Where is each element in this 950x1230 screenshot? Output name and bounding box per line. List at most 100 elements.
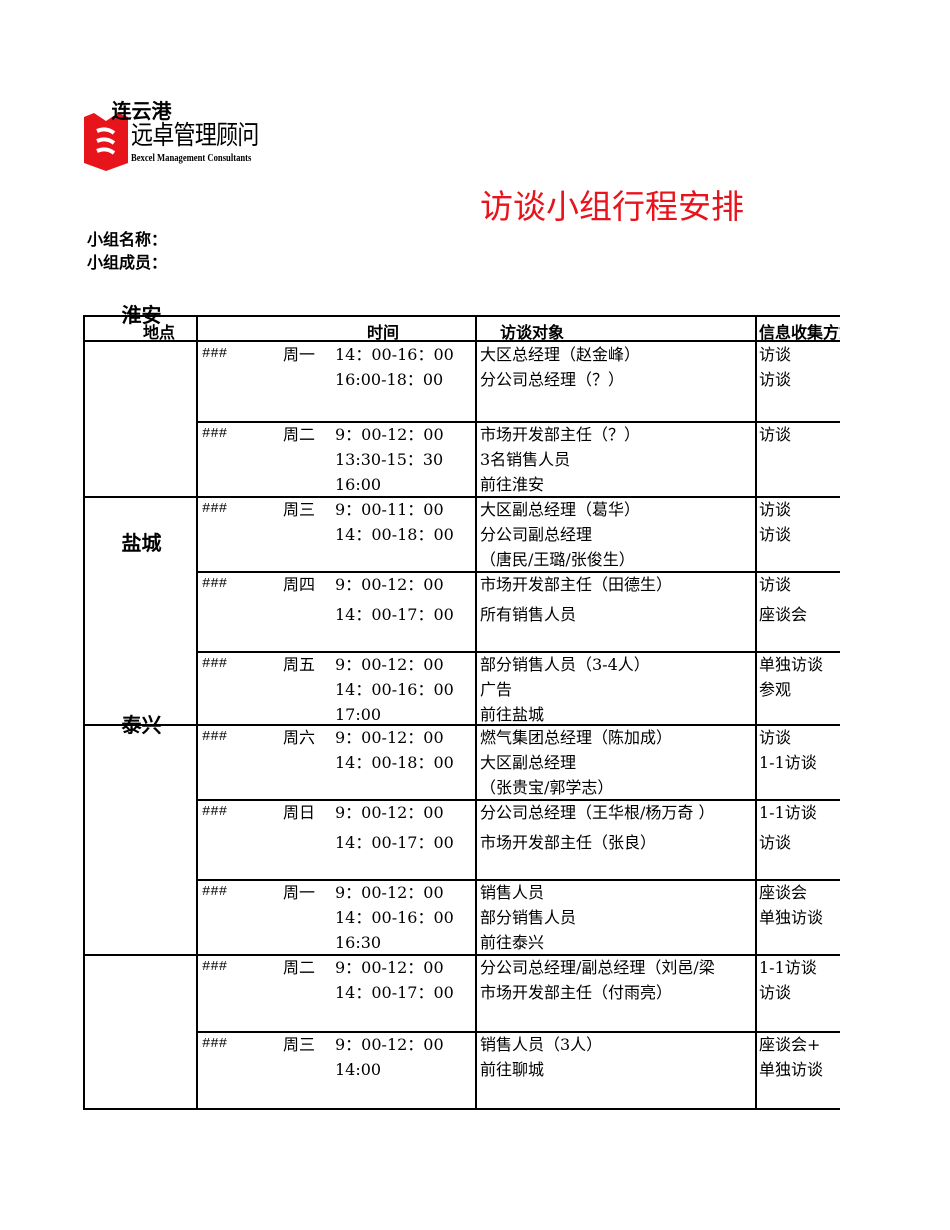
subject-line: 所有销售人员 xyxy=(480,605,577,624)
subject-line: 前往泰兴 xyxy=(480,933,545,952)
time-line: 14：00-16：00 xyxy=(335,908,454,927)
weekday-cell: 周三 xyxy=(283,500,316,519)
row-divider xyxy=(85,954,840,956)
subject-line: 前往盐城 xyxy=(480,705,545,724)
time-line: 9：00-12：00 xyxy=(335,803,444,822)
location-cell: 盐城 xyxy=(121,531,162,555)
location-cell: 淮安 xyxy=(121,303,162,327)
subject-line: 大区总经理（赵金峰） xyxy=(480,345,641,364)
logo-name-cn: 远卓管理顾问 xyxy=(131,121,259,151)
subject-line: 市场开发部主任（付雨亮） xyxy=(480,983,673,1002)
method-line: 1-1访谈 xyxy=(759,958,817,977)
time-line: 9：00-12：00 xyxy=(335,1035,444,1054)
row-divider xyxy=(196,799,840,801)
column-divider xyxy=(755,317,757,1108)
time-line: 13:30-15：30 xyxy=(335,450,444,469)
page-title: 访谈小组行程安排 xyxy=(480,187,744,226)
subject-line: 分公司总经理（？） xyxy=(480,370,625,389)
method-line: 参观 xyxy=(759,680,792,699)
time-line: 9：00-12：00 xyxy=(335,575,444,594)
method-line: 单独访谈 xyxy=(759,655,824,674)
group-name-label: 小组名称： xyxy=(87,230,168,249)
weekday-cell: 周二 xyxy=(283,958,316,977)
time-line: 14:00 xyxy=(335,1060,382,1079)
date-cell: ### xyxy=(202,804,228,820)
subject-line: 市场开发部主任（张良） xyxy=(480,833,657,852)
method-line: 座谈会 xyxy=(759,605,808,624)
time-line: 16:00 xyxy=(335,475,382,494)
method-line: 1-1访谈 xyxy=(759,803,817,822)
time-line: 9：00-11：00 xyxy=(335,500,444,519)
method-line: 访谈 xyxy=(759,983,792,1002)
method-line: 访谈 xyxy=(759,525,792,544)
method-line: 单独访谈 xyxy=(759,908,824,927)
date-cell: ### xyxy=(202,729,228,745)
subject-line: 燃气集团总经理（陈加成） xyxy=(480,728,673,747)
row-divider xyxy=(85,724,840,726)
group-members-label: 小组成员： xyxy=(87,253,168,272)
header-1: 时间 xyxy=(367,323,400,342)
subject-line: 广告 xyxy=(480,680,513,699)
subject-line: 销售人员（3人） xyxy=(480,1035,603,1054)
logo-name-en: Bexcel Management Consultants xyxy=(131,153,252,164)
time-line: 9：00-12：00 xyxy=(335,883,444,902)
weekday-cell: 周日 xyxy=(283,803,316,822)
header-divider xyxy=(85,340,840,342)
time-line: 9：00-12：00 xyxy=(335,425,444,444)
method-line: 座谈会+ xyxy=(759,1035,821,1054)
row-divider xyxy=(196,1031,840,1033)
row-divider xyxy=(85,496,840,498)
weekday-cell: 周四 xyxy=(283,575,316,594)
date-cell: ### xyxy=(202,426,228,442)
time-line: 9：00-12：00 xyxy=(335,958,444,977)
subject-line: 前往淮安 xyxy=(480,475,545,494)
time-line: 14：00-16：00 xyxy=(335,345,454,364)
method-line: 1-1访谈 xyxy=(759,753,817,772)
subject-line: 前往聊城 xyxy=(480,1060,545,1079)
method-line: 访谈 xyxy=(759,425,792,444)
subject-line: 分公司总经理/副总经理（刘邑/梁 xyxy=(480,958,715,977)
time-line: 14：00-17：00 xyxy=(335,833,454,852)
subject-line: 市场开发部主任（？） xyxy=(480,425,641,444)
column-divider xyxy=(196,317,198,1108)
weekday-cell: 周一 xyxy=(283,883,316,902)
subject-line: 部分销售人员（3-4人） xyxy=(480,655,650,674)
time-line: 14：00-17：00 xyxy=(335,983,454,1002)
date-cell: ### xyxy=(202,576,228,592)
time-line: 14：00-18：00 xyxy=(335,753,454,772)
date-cell: ### xyxy=(202,884,228,900)
time-line: 9：00-12：00 xyxy=(335,655,444,674)
date-cell: ### xyxy=(202,346,228,362)
subject-line: （张贵宝/郭学志） xyxy=(480,778,614,797)
subject-line: 分公司副总经理 xyxy=(480,525,593,544)
time-line: 9：00-12：00 xyxy=(335,728,444,747)
subject-line: 分公司总经理（王华根/杨万奇 ） xyxy=(480,803,715,822)
header-3: 信息收集方式 xyxy=(759,323,840,342)
time-line: 17:00 xyxy=(335,705,382,724)
column-divider xyxy=(475,317,477,1108)
weekday-cell: 周三 xyxy=(283,1035,316,1054)
method-line: 访谈 xyxy=(759,370,792,389)
date-cell: ### xyxy=(202,959,228,975)
subject-line: 3名销售人员 xyxy=(480,450,571,469)
method-line: 访谈 xyxy=(759,728,792,747)
subject-line: 大区副总经理（葛华） xyxy=(480,500,641,519)
row-divider xyxy=(196,421,840,423)
date-cell: ### xyxy=(202,656,228,672)
subject-line: 大区副总经理 xyxy=(480,753,577,772)
weekday-cell: 周一 xyxy=(283,345,316,364)
logo-mark-icon xyxy=(84,113,128,171)
method-line: 单独访谈 xyxy=(759,1060,824,1079)
time-line: 16:30 xyxy=(335,933,382,952)
time-line: 14：00-18：00 xyxy=(335,525,454,544)
method-line: 访谈 xyxy=(759,575,792,594)
method-line: 访谈 xyxy=(759,833,792,852)
weekday-cell: 周五 xyxy=(283,655,316,674)
weekday-cell: 周二 xyxy=(283,425,316,444)
method-line: 访谈 xyxy=(759,500,792,519)
method-line: 座谈会 xyxy=(759,883,808,902)
location-cell: 连云港 xyxy=(111,99,172,123)
row-divider xyxy=(196,879,840,881)
time-line: 14：00-17：00 xyxy=(335,605,454,624)
